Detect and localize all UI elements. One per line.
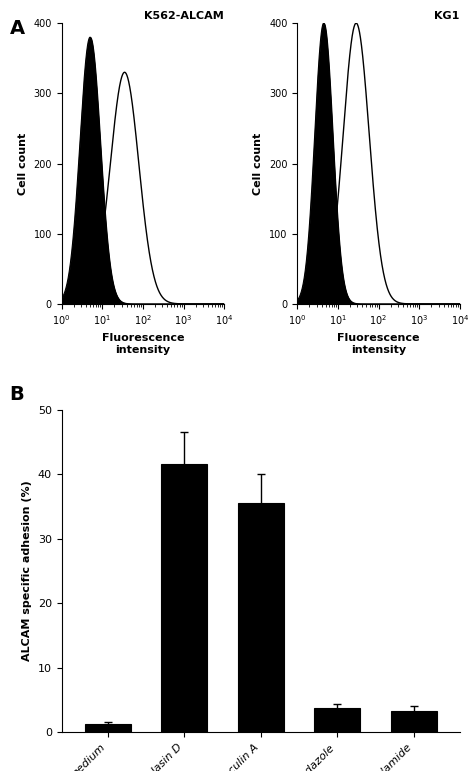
Text: KG1: KG1 (434, 11, 460, 21)
Bar (314, 708, 360, 732)
X-axis label: Fluorescence
intensity: Fluorescence intensity (337, 333, 420, 355)
Bar (238, 503, 283, 732)
Y-axis label: ALCAM specific adhesion (%): ALCAM specific adhesion (%) (22, 480, 32, 662)
Bar (84, 724, 130, 732)
Y-axis label: Cell count: Cell count (254, 133, 264, 194)
Text: K562-ALCAM: K562-ALCAM (145, 11, 224, 21)
Y-axis label: Cell count: Cell count (18, 133, 28, 194)
Text: B: B (9, 386, 24, 405)
X-axis label: Fluorescence
intensity: Fluorescence intensity (101, 333, 184, 355)
Bar (391, 711, 437, 732)
Text: A: A (9, 19, 25, 39)
Bar (161, 464, 207, 732)
